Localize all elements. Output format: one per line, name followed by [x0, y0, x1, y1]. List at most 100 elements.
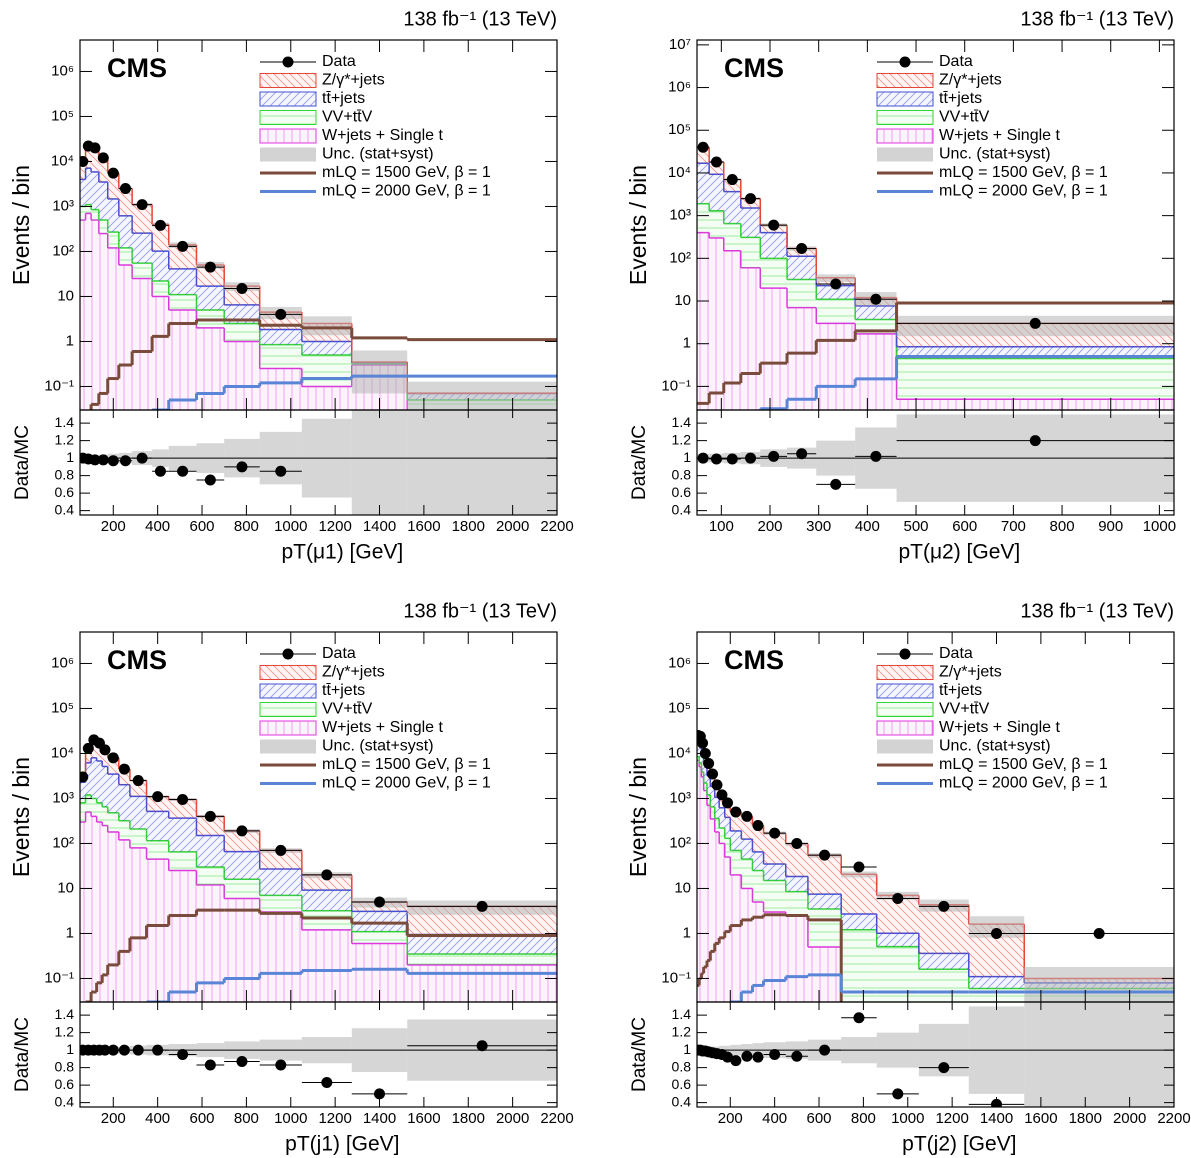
x-tick-label: 400 [855, 518, 880, 535]
experiment-label: CMS [107, 53, 167, 83]
data-point [177, 240, 189, 252]
stack-bar [697, 760, 700, 1002]
stack-bar [703, 790, 707, 1002]
stack-bar [719, 843, 725, 1002]
stack-bar [740, 207, 761, 238]
ratio-point [107, 1044, 119, 1056]
data-point [1029, 317, 1041, 329]
data-point [204, 810, 216, 822]
stack-bar [741, 816, 753, 840]
y-tick-label: 10⁶ [51, 654, 74, 671]
data-point [275, 308, 287, 320]
uncertainty-band [351, 350, 408, 394]
stack-bar [98, 220, 108, 234]
luminosity-label: 138 fb⁻¹ (13 TeV) [1020, 8, 1174, 30]
stack-bar [85, 168, 92, 205]
ratio-y-tick-label: 0.8 [55, 466, 75, 482]
data-point [136, 199, 148, 211]
stack-bar [91, 171, 99, 210]
stack-bar [107, 247, 119, 410]
legend-label: Unc. (stat+syst) [322, 738, 434, 755]
stack-bar [129, 780, 147, 797]
stack-bar [787, 256, 817, 280]
x-tick-label: 600 [190, 1110, 215, 1127]
stack-bar [132, 233, 153, 264]
legend-label: W+jets + Single t [939, 719, 1061, 736]
legend-label: Unc. (stat+syst) [322, 146, 434, 163]
data-point [1093, 927, 1105, 939]
x-axis-title: pT(j1) [GeV] [285, 1133, 399, 1156]
ratio-y-tick-label: 0.4 [672, 501, 692, 517]
x-tick-label: 200 [757, 518, 782, 535]
ratio-point [152, 1044, 164, 1056]
ratio-point [321, 1077, 333, 1088]
stack-bar [98, 233, 108, 410]
x-tick-label: 2000 [1113, 1110, 1146, 1127]
stack-bar [752, 870, 764, 903]
legend-label: Z/γ*+jets [939, 664, 1002, 681]
stack-bar [351, 911, 408, 932]
stack-bar [697, 756, 700, 761]
x-tick-label: 700 [1001, 518, 1026, 535]
stack-bar [224, 323, 260, 342]
legend-label: Z/γ*+jets [322, 72, 385, 89]
uncertainty-band [841, 871, 877, 878]
data-point [711, 779, 723, 791]
stack-bar [699, 767, 702, 1002]
ratio-y-tick-label: 0.6 [672, 1076, 692, 1092]
stack-bar [102, 749, 108, 767]
experiment-label: CMS [724, 645, 784, 675]
stack-bar [196, 816, 225, 836]
stack-bar [719, 828, 725, 844]
stack-bar [80, 782, 86, 803]
ratio-frame [79, 409, 558, 516]
data-point [132, 775, 144, 787]
legend-label: tt̄+jets [322, 682, 365, 699]
x-tick-label: 1600 [407, 1110, 440, 1127]
ratio-point [722, 1051, 734, 1063]
stack-bar [724, 838, 731, 858]
legend-data-marker [899, 56, 911, 68]
data-point [204, 261, 216, 273]
stack-bar [168, 870, 197, 1002]
panel: 10⁻¹11010²10³10⁴10⁵10⁶0.40.60.811.21.420… [8, 600, 574, 1155]
stack-bar [841, 874, 877, 914]
stack-bar [224, 830, 260, 852]
ratio-point [710, 453, 722, 465]
data-point [107, 752, 119, 764]
data-point [769, 827, 781, 839]
stack-bar [351, 931, 408, 944]
stack-bar [301, 890, 352, 911]
data-point [476, 900, 488, 912]
data-point [768, 219, 780, 231]
ratio-y-tick-label: 0.6 [55, 1076, 75, 1092]
panel: 10⁻¹11010²10³10⁴10⁵10⁶10⁷0.40.60.811.21.… [625, 8, 1176, 563]
stack-bar [301, 341, 352, 356]
legend-label: mLQ = 1500 GeV, β = 1 [939, 164, 1108, 181]
stack-bar [701, 771, 704, 777]
y-axis-title: Events / bin [8, 165, 34, 285]
y-tick-label: 10⁶ [668, 79, 691, 96]
stack-bar [709, 174, 724, 211]
ratio-point [374, 1088, 386, 1100]
ratio-y-tick-label: 0.6 [672, 484, 692, 500]
data-point [745, 193, 757, 205]
ratio-point [726, 453, 738, 465]
data-point [89, 142, 101, 154]
stack-bar [697, 741, 700, 757]
y-tick-label: 10⁷ [669, 36, 691, 53]
stack-bar [896, 358, 1174, 400]
ratio-y-tick-label: 1.2 [672, 431, 692, 447]
stack-bar [96, 802, 103, 822]
stack-bar [740, 237, 761, 268]
ratio-y-tick-label: 0.8 [672, 466, 692, 482]
stack-bar [85, 794, 92, 813]
stack-bar [107, 757, 119, 775]
stack-bar [723, 250, 741, 410]
x-tick-label: 1800 [452, 1110, 485, 1127]
stack-bar [152, 224, 169, 252]
stack-bar [816, 323, 856, 410]
stack-bar [407, 953, 557, 965]
y-tick-label: 10² [52, 834, 74, 851]
data-point [710, 156, 722, 168]
